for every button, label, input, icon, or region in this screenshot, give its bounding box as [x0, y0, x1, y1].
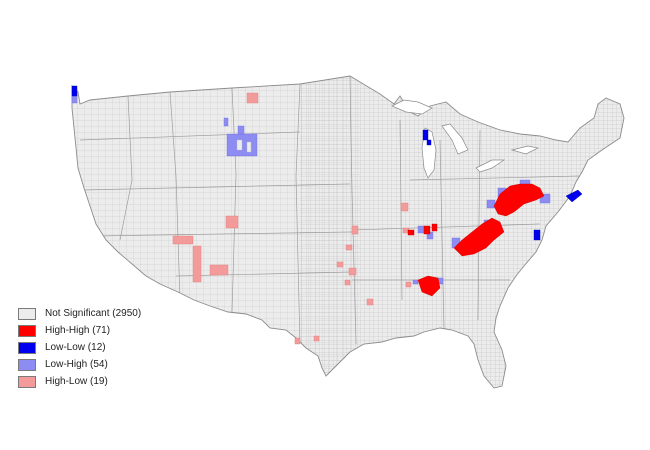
legend-item-high-low: High-Low (19): [18, 373, 141, 390]
legend-item-low-low: Low-Low (12): [18, 339, 141, 356]
legend-label: High-High (71): [45, 325, 111, 336]
great-lakes: [391, 99, 540, 179]
high-low-clusters: [172, 92, 412, 345]
legend-swatch: [18, 358, 36, 371]
legend-label: Low-High (54): [45, 359, 108, 370]
legend-label: High-Low (19): [45, 376, 108, 387]
legend-swatch: [18, 324, 36, 337]
legend-item-high-high: High-High (71): [18, 322, 141, 339]
low-low-clusters: [71, 85, 583, 241]
legend-swatch: [18, 307, 36, 320]
legend-label: Low-Low (12): [45, 342, 106, 353]
legend-item-low-high: Low-High (54): [18, 356, 141, 373]
legend-swatch: [18, 341, 36, 354]
cluster-regions: [71, 85, 583, 345]
legend-swatch: [18, 375, 36, 388]
high-high-clusters: [407, 183, 545, 297]
map-legend: Not Significant (2950) High-High (71) Lo…: [18, 305, 141, 390]
legend-item-not-significant: Not Significant (2950): [18, 305, 141, 322]
county-boundaries: [72, 76, 624, 388]
legend-label: Not Significant (2950): [45, 308, 142, 319]
